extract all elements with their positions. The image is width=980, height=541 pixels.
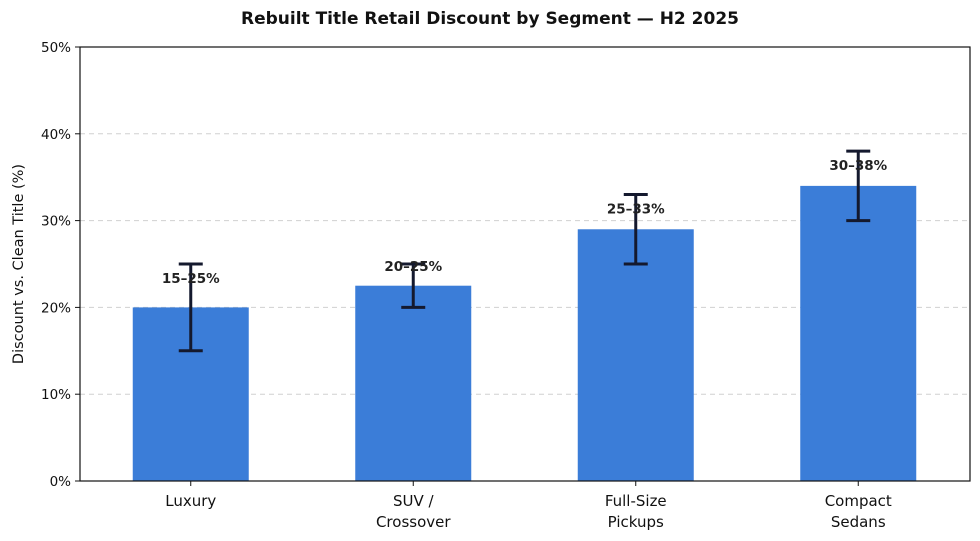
x-tick-label: Full-Size: [605, 492, 667, 510]
bar-2: [577, 229, 694, 481]
bar-value-label: 20–25%: [384, 259, 442, 275]
bar-3: [800, 185, 917, 481]
plot-frame: [79, 46, 971, 482]
bar-value-label: 25–33%: [607, 202, 665, 218]
x-tick-label: Pickups: [608, 513, 664, 531]
chart-title: Rebuilt Title Retail Discount by Segment…: [241, 9, 739, 29]
x-tick-label: Sedans: [831, 513, 886, 531]
y-tick-label: 30%: [41, 214, 71, 230]
bar-1: [355, 285, 472, 481]
y-tick-label: 20%: [41, 300, 71, 316]
y-tick-label: 50%: [41, 40, 71, 56]
bar-value-label: 15–25%: [162, 271, 220, 287]
y-tick-label: 40%: [41, 127, 71, 143]
x-tick-label: Crossover: [376, 513, 451, 531]
bar-value-label: 30–38%: [829, 158, 887, 174]
x-tick-label: Compact: [825, 492, 892, 510]
x-tick-label: SUV /: [393, 492, 435, 510]
y-tick-label: 0%: [50, 474, 72, 490]
y-tick-label: 10%: [41, 387, 71, 403]
x-tick-label: Luxury: [165, 492, 216, 510]
